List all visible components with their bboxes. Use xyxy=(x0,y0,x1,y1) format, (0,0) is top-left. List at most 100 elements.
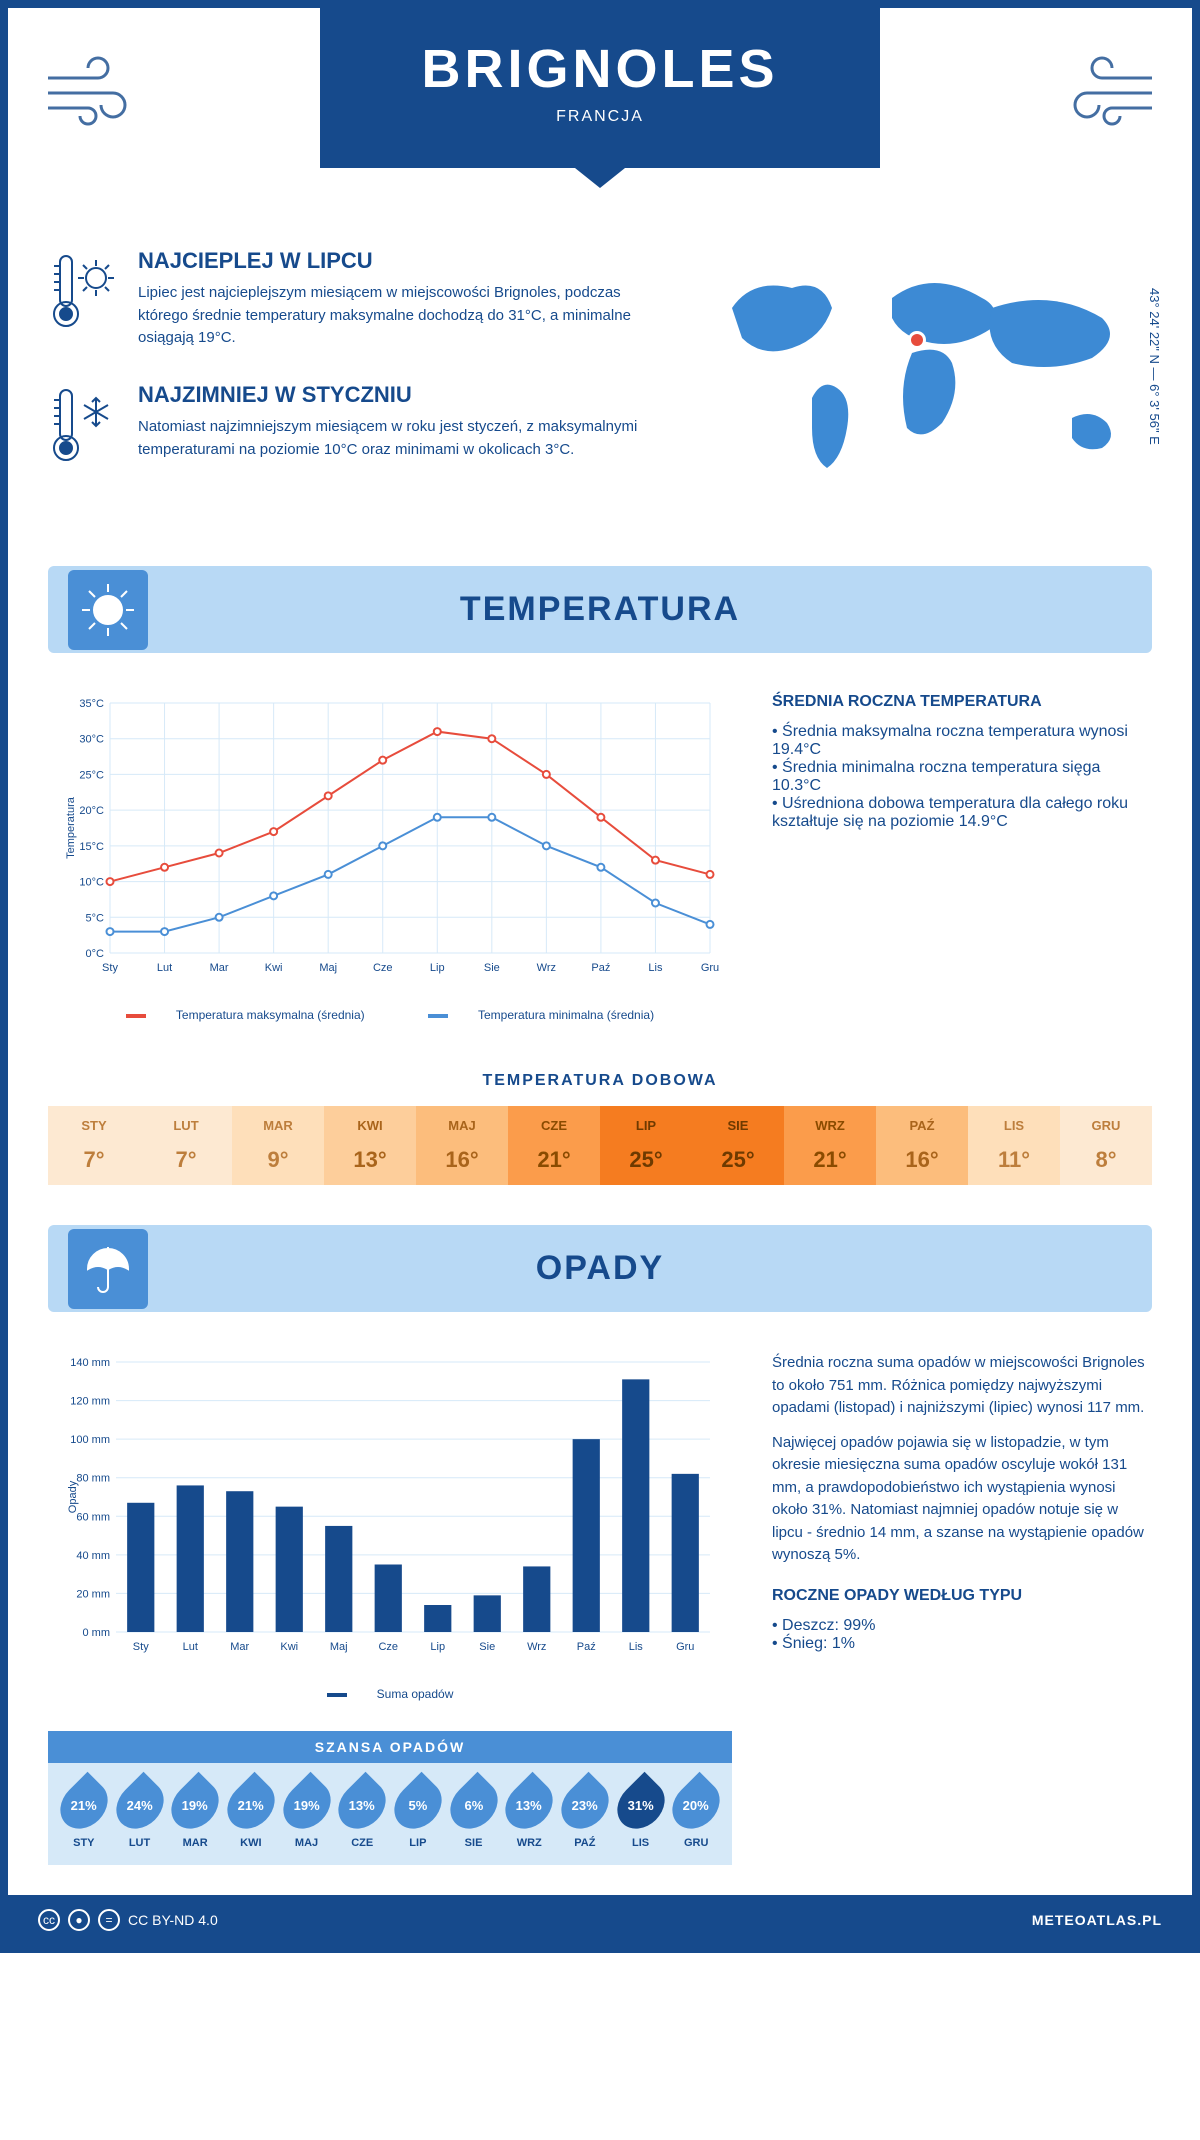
temperature-body: 0°C5°C10°C15°C20°C25°C30°C35°CStyLutMarK… xyxy=(8,673,1192,1052)
daily-temp-cell: MAJ16° xyxy=(416,1106,508,1185)
svg-text:140 mm: 140 mm xyxy=(70,1357,110,1369)
rain-drop: 13%WRZ xyxy=(501,1779,557,1849)
rain-drop: 23%PAŹ xyxy=(557,1779,613,1849)
daily-temp-cell: MAR9° xyxy=(232,1106,324,1185)
svg-text:Cze: Cze xyxy=(378,1641,398,1653)
rain-drop: 13%CZE xyxy=(334,1779,390,1849)
rain-drop: 20%GRU xyxy=(668,1779,724,1849)
by-icon: ● xyxy=(68,1909,90,1931)
svg-text:Sty: Sty xyxy=(133,1641,149,1653)
svg-text:20 mm: 20 mm xyxy=(76,1588,110,1600)
=: Temperatura minimalna (średnia) xyxy=(478,1008,654,1022)
sun-icon xyxy=(68,570,148,650)
summary-coldest-content: NAJZIMNIEJ W STYCZNIU Natomiast najzimni… xyxy=(138,382,652,486)
rain-drop: 5%LIP xyxy=(390,1779,446,1849)
daily-temp-cell: WRZ21° xyxy=(784,1106,876,1185)
svg-text:Kwi: Kwi xyxy=(265,962,283,974)
rain-chance-title: SZANSA OPADÓW xyxy=(48,1731,732,1763)
temp-bullets: Średnia maksymalna roczna temperatura wy… xyxy=(772,723,1152,831)
infographic-page: BRIGNOLES FRANCJA xyxy=(0,0,1200,1953)
license: cc ● = CC BY-ND 4.0 xyxy=(38,1909,218,1931)
rain-by-type: ROCZNE OPADY WEDŁUG TYPU Deszcz: 99%Śnie… xyxy=(772,1587,1152,1653)
svg-text:Paź: Paź xyxy=(591,962,610,974)
svg-text:Maj: Maj xyxy=(319,962,337,974)
rain-type-bullet: Śnieg: 1% xyxy=(772,1635,1152,1653)
license-text: CC BY-ND 4.0 xyxy=(128,1912,218,1928)
rain-drop: 21%STY xyxy=(56,1779,112,1849)
daily-temp-cell: SIE25° xyxy=(692,1106,784,1185)
svg-text:Kwi: Kwi xyxy=(280,1641,298,1653)
svg-text:40 mm: 40 mm xyxy=(76,1550,110,1562)
svg-text:Opady: Opady xyxy=(67,1480,79,1513)
title-banner: BRIGNOLES FRANCJA xyxy=(320,8,880,168)
city-name: BRIGNOLES xyxy=(320,38,880,100)
rain-chance: SZANSA OPADÓW 21%STY24%LUT19%MAR21%KWI19… xyxy=(48,1731,732,1865)
temperature-side: ŚREDNIA ROCZNA TEMPERATURA Średnia maksy… xyxy=(772,693,1152,1022)
warmest-text: Lipiec jest najcieplejszym miesiącem w m… xyxy=(138,282,652,350)
daily-temp-cell: STY7° xyxy=(48,1106,140,1185)
site-name: METEOATLAS.PL xyxy=(1032,1912,1162,1928)
daily-temp-grid: STY7°LUT7°MAR9°KWI13°MAJ16°CZE21°LIP25°S… xyxy=(48,1106,1152,1185)
umbrella-icon xyxy=(68,1229,148,1309)
svg-text:20°C: 20°C xyxy=(79,805,104,817)
svg-text:120 mm: 120 mm xyxy=(70,1396,110,1408)
svg-text:Sie: Sie xyxy=(484,962,500,974)
rain-bar-chart: 0 mm20 mm40 mm60 mm80 mm100 mm120 mm140 … xyxy=(48,1352,732,1672)
svg-text:Gru: Gru xyxy=(676,1641,694,1653)
svg-text:10°C: 10°C xyxy=(79,877,104,889)
svg-text:Wrz: Wrz xyxy=(537,962,556,974)
world-map xyxy=(692,248,1152,508)
svg-text:0 mm: 0 mm xyxy=(83,1627,111,1639)
daily-temp-cell: CZE21° xyxy=(508,1106,600,1185)
temperature-header-text: TEMPERATURA xyxy=(460,590,740,628)
country-name: FRANCJA xyxy=(320,108,880,126)
svg-text:Sty: Sty xyxy=(102,962,118,974)
temperature-line-chart: 0°C5°C10°C15°C20°C25°C30°C35°CStyLutMarK… xyxy=(48,693,732,993)
rain-header: OPADY xyxy=(48,1225,1152,1312)
svg-text:Temperatura: Temperatura xyxy=(65,796,77,859)
svg-text:Maj: Maj xyxy=(330,1641,348,1653)
rain-drop: 24%LUT xyxy=(112,1779,168,1849)
svg-text:35°C: 35°C xyxy=(79,698,104,710)
rain-type-bullet: Deszcz: 99% xyxy=(772,1617,1152,1635)
svg-text:Lut: Lut xyxy=(183,1641,198,1653)
temp-legend: Temperatura maksymalna (średnia) Tempera… xyxy=(48,1008,732,1022)
svg-text:Paź: Paź xyxy=(577,1641,596,1653)
temp-bullet: Średnia maksymalna roczna temperatura wy… xyxy=(772,723,1152,759)
rain-body: 0 mm20 mm40 mm60 mm80 mm100 mm120 mm140 … xyxy=(8,1332,1192,1895)
svg-text:Wrz: Wrz xyxy=(527,1641,546,1653)
coldest-text: Natomiast najzimniejszym miesiącem w rok… xyxy=(138,416,652,461)
daily-temp-cell: PAŹ16° xyxy=(876,1106,968,1185)
daily-temp-cell: KWI13° xyxy=(324,1106,416,1185)
footer: cc ● = CC BY-ND 4.0 METEOATLAS.PL xyxy=(8,1895,1192,1945)
map-area: 43° 24' 22" N — 6° 3' 56" E xyxy=(692,248,1152,516)
summary-warmest: NAJCIEPLEJ W LIPCU Lipiec jest najcieple… xyxy=(48,248,652,352)
svg-text:100 mm: 100 mm xyxy=(70,1434,110,1446)
nd-icon: = xyxy=(98,1909,120,1931)
rain-drop: 19%MAR xyxy=(167,1779,223,1849)
daily-temp-section: TEMPERATURA DOBOWA STY7°LUT7°MAR9°KWI13°… xyxy=(48,1072,1152,1185)
svg-text:Lis: Lis xyxy=(629,1641,644,1653)
rain-chart-area: 0 mm20 mm40 mm60 mm80 mm100 mm120 mm140 … xyxy=(48,1352,732,1865)
coordinates: 43° 24' 22" N — 6° 3' 56" E xyxy=(1147,288,1162,445)
svg-text:0°C: 0°C xyxy=(86,948,105,960)
daily-temp-cell: LIP25° xyxy=(600,1106,692,1185)
rain-header-text: OPADY xyxy=(536,1249,664,1287)
svg-text:80 mm: 80 mm xyxy=(76,1473,110,1485)
summary-warmest-content: NAJCIEPLEJ W LIPCU Lipiec jest najcieple… xyxy=(138,248,652,352)
wind-icon-left xyxy=(38,38,138,157)
summary-text: NAJCIEPLEJ W LIPCU Lipiec jest najcieple… xyxy=(48,248,652,516)
rain-legend-label: Suma opadów xyxy=(377,1687,454,1701)
rain-type-bullets: Deszcz: 99%Śnieg: 1% xyxy=(772,1617,1152,1653)
svg-text:Mar: Mar xyxy=(210,962,229,974)
svg-text:30°C: 30°C xyxy=(79,734,104,746)
rain-drop: 21%KWI xyxy=(223,1779,279,1849)
svg-text:15°C: 15°C xyxy=(79,841,104,853)
svg-text:Sie: Sie xyxy=(479,1641,495,1653)
rain-type-title: ROCZNE OPADY WEDŁUG TYPU xyxy=(772,1587,1152,1605)
legend-max: Temperatura maksymalna (średnia) xyxy=(176,1008,365,1022)
wind-icon-right xyxy=(1062,38,1162,157)
daily-temp-cell: GRU8° xyxy=(1060,1106,1152,1185)
temp-bullet: Średnia minimalna roczna temperatura się… xyxy=(772,759,1152,795)
header: BRIGNOLES FRANCJA xyxy=(8,8,1192,208)
